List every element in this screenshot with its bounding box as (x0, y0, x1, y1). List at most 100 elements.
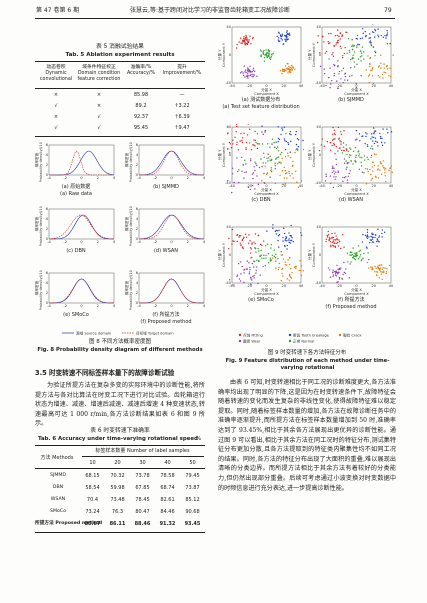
feature-point (286, 248, 288, 250)
feature-point (274, 182, 277, 185)
plot-frame (231, 26, 302, 84)
table-cell: 86.11 (109, 521, 126, 527)
feature-point (236, 43, 238, 46)
feature-point (249, 188, 252, 191)
feature-point (341, 56, 344, 59)
feature-point (360, 52, 363, 54)
y-axis-label: Probability density/(10⁻²) (39, 206, 43, 246)
feature-point (344, 46, 346, 49)
feature-point (240, 273, 242, 275)
feature-point (292, 160, 294, 163)
feature-point (274, 230, 277, 233)
feature-point (239, 280, 242, 282)
feature-point (382, 165, 384, 167)
feature-point (380, 273, 382, 275)
feature-point (381, 236, 383, 238)
feature-point (274, 146, 276, 148)
x-tick-label: -2 (153, 304, 157, 308)
table-cell: 58.54 (85, 485, 100, 491)
panel-label: (b) SJMMD (338, 97, 364, 103)
feature-point (265, 254, 267, 257)
feature-point (253, 139, 255, 141)
table-cell: 73.48 (110, 497, 125, 503)
x-tick-label: 0 (355, 284, 358, 288)
y-axis-label: Component Y (222, 142, 226, 167)
feature-point (371, 75, 374, 77)
feature-point (285, 140, 288, 143)
y-tick-label: 4 (136, 281, 139, 285)
y-axis-label: Probability density/(10⁻²) (129, 270, 133, 310)
feature-point (269, 159, 271, 161)
table-cell: 85.12 (185, 497, 200, 503)
feature-point (247, 71, 249, 73)
table-cell: ↑3.22 (174, 103, 190, 109)
feature-point (342, 142, 345, 144)
feature-point (376, 239, 379, 241)
feature-point (284, 169, 287, 172)
feature-point (277, 268, 280, 271)
x-tick-label: -2 (153, 176, 157, 180)
feature-point (358, 250, 360, 253)
feature-point (272, 224, 274, 226)
legend-label: 点蚀 Pitting (243, 332, 263, 337)
feature-point (331, 144, 333, 147)
feature-point (232, 240, 234, 242)
feature-point (275, 260, 277, 262)
feature-point (371, 133, 373, 135)
y-tick-label: 40 (316, 25, 321, 29)
x-tick-label: -20 (336, 184, 343, 188)
feature-point (355, 139, 357, 141)
feature-point (263, 56, 266, 59)
feature-point (361, 37, 364, 39)
feature-point (296, 181, 298, 183)
feature-point (381, 271, 383, 273)
feature-point (352, 247, 354, 249)
feature-point (384, 71, 387, 74)
table-unit: % (196, 436, 202, 442)
feature-point (263, 49, 265, 52)
feature-point (380, 162, 383, 165)
x-tick-label: 0 (355, 184, 358, 188)
feature-point (340, 133, 343, 136)
legend-swatch (288, 333, 292, 337)
feature-point (284, 245, 286, 248)
table-title: 表 6 时变转速下准确率 (90, 428, 150, 434)
feature-point (351, 251, 353, 254)
feature-point (263, 156, 265, 158)
x-tick-label: 0 (265, 184, 268, 188)
feature-point (385, 65, 388, 68)
feature-point (346, 161, 349, 164)
feature-point (250, 158, 252, 160)
y-axis-label: 概率密度 (125, 152, 129, 167)
feature-point (290, 267, 292, 270)
feature-point (377, 177, 380, 179)
feature-point (391, 171, 394, 173)
feature-point (316, 41, 319, 44)
feature-point (249, 269, 251, 271)
feature-point (364, 168, 367, 170)
table-cell: √ (54, 103, 58, 109)
feature-point (373, 164, 376, 167)
feature-point (377, 145, 379, 147)
feature-point (287, 68, 289, 71)
feature-point (361, 241, 364, 243)
feature-point (363, 58, 365, 60)
feature-point (346, 31, 348, 34)
feature-point (347, 150, 350, 153)
x-axis-label: 分量 X (351, 287, 362, 292)
column-header: 40 (164, 460, 171, 466)
feature-point (338, 138, 340, 140)
panel-label: (a) 测试数据分布 (241, 97, 281, 103)
feature-point (300, 265, 303, 267)
feature-point (248, 234, 250, 236)
feature-point (261, 257, 263, 260)
feature-point (284, 183, 287, 185)
feature-point (290, 239, 293, 242)
x-tick-label: 40 (389, 284, 394, 288)
feature-point (247, 124, 249, 125)
panel-label: (a) Test set feature distribution (222, 104, 300, 110)
feature-point (273, 255, 276, 258)
table-rule (82, 456, 204, 457)
target-curve (138, 214, 205, 240)
feature-point (337, 281, 339, 283)
